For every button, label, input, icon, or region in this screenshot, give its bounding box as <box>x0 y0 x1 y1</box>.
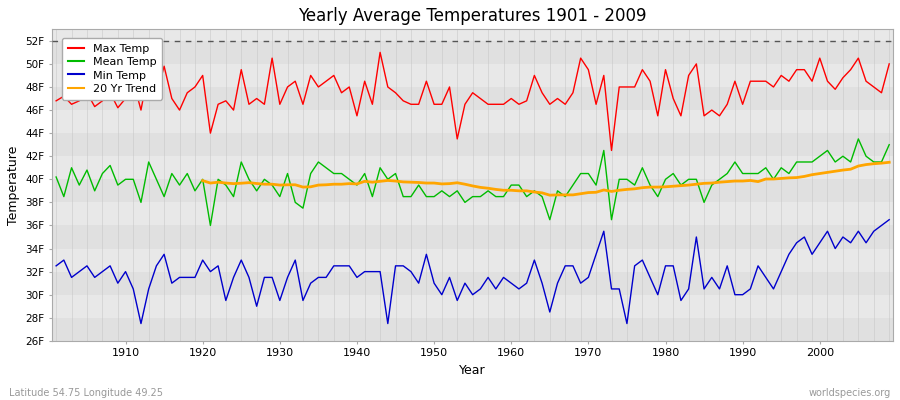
Bar <box>52 156 893 179</box>
Title: Yearly Average Temperatures 1901 - 2009: Yearly Average Temperatures 1901 - 2009 <box>299 7 647 25</box>
Bar <box>52 179 893 202</box>
Bar <box>52 202 893 226</box>
Legend: Max Temp, Mean Temp, Min Temp, 20 Yr Trend: Max Temp, Mean Temp, Min Temp, 20 Yr Tre… <box>62 38 162 100</box>
Bar <box>52 87 893 110</box>
Bar <box>52 248 893 272</box>
Bar <box>52 295 893 318</box>
Text: Latitude 54.75 Longitude 49.25: Latitude 54.75 Longitude 49.25 <box>9 388 163 398</box>
Bar <box>52 64 893 87</box>
Bar <box>52 226 893 248</box>
Y-axis label: Temperature: Temperature <box>7 145 20 225</box>
Bar <box>52 41 893 64</box>
X-axis label: Year: Year <box>459 364 486 377</box>
Bar <box>52 272 893 295</box>
Bar <box>52 133 893 156</box>
Text: worldspecies.org: worldspecies.org <box>809 388 891 398</box>
Bar <box>52 110 893 133</box>
Bar <box>52 318 893 341</box>
